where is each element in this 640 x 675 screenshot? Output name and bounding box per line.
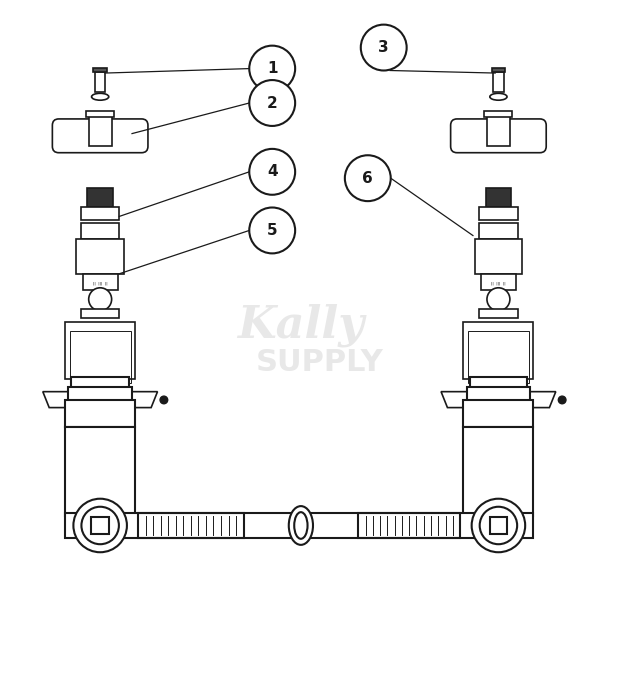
Bar (65, 513, 534, 538)
Ellipse shape (294, 512, 308, 539)
Circle shape (160, 396, 168, 404)
Text: 6: 6 (362, 171, 373, 186)
Polygon shape (43, 392, 157, 408)
Bar (68, 387, 132, 401)
Bar (83, 274, 118, 290)
Circle shape (361, 24, 406, 70)
Bar (493, 72, 504, 92)
Text: ||  |||  ||: || ||| || (93, 281, 108, 286)
Text: ||  |||  ||: || ||| || (491, 281, 506, 286)
Bar (463, 427, 534, 516)
Bar (468, 331, 529, 383)
Bar (81, 223, 119, 239)
Circle shape (487, 288, 510, 311)
Bar (479, 207, 518, 219)
Circle shape (480, 507, 517, 544)
Bar (92, 516, 109, 535)
Circle shape (558, 396, 566, 404)
Ellipse shape (490, 93, 507, 100)
Ellipse shape (289, 506, 313, 545)
Circle shape (249, 149, 295, 195)
Circle shape (74, 499, 127, 552)
Text: SUPPLY: SUPPLY (256, 348, 384, 377)
Bar (95, 72, 106, 92)
Bar (492, 68, 506, 72)
Polygon shape (441, 392, 556, 408)
Text: 4: 4 (267, 164, 278, 180)
Bar (486, 188, 511, 207)
Bar (65, 427, 135, 516)
Bar (463, 400, 534, 427)
Circle shape (89, 288, 111, 311)
Bar (89, 115, 111, 146)
Bar (474, 239, 522, 274)
Bar (487, 115, 510, 146)
Bar (76, 239, 124, 274)
Circle shape (472, 499, 525, 552)
Bar (470, 377, 527, 389)
Bar (70, 331, 131, 383)
Circle shape (249, 80, 295, 126)
Bar (479, 223, 518, 239)
Text: Kally: Kally (237, 303, 364, 346)
Bar (138, 513, 244, 538)
Bar (81, 207, 119, 219)
Bar (490, 516, 508, 535)
Bar (358, 513, 460, 538)
Text: 2: 2 (267, 95, 278, 111)
Bar (481, 274, 516, 290)
Text: 1: 1 (267, 61, 278, 76)
Bar (463, 321, 534, 379)
Bar (93, 68, 107, 72)
Bar (479, 309, 518, 319)
Text: 3: 3 (378, 40, 389, 55)
Circle shape (249, 46, 295, 92)
Circle shape (81, 507, 119, 544)
Bar (467, 387, 531, 401)
FancyBboxPatch shape (52, 119, 148, 153)
Circle shape (249, 207, 295, 253)
Circle shape (345, 155, 391, 201)
Bar (88, 188, 113, 207)
FancyBboxPatch shape (451, 119, 546, 153)
Ellipse shape (92, 93, 109, 100)
Bar (81, 309, 119, 319)
Bar (65, 400, 135, 427)
Bar (484, 111, 513, 117)
Bar (72, 377, 129, 389)
Text: 5: 5 (267, 223, 278, 238)
Bar (86, 111, 114, 117)
Bar (65, 321, 135, 379)
